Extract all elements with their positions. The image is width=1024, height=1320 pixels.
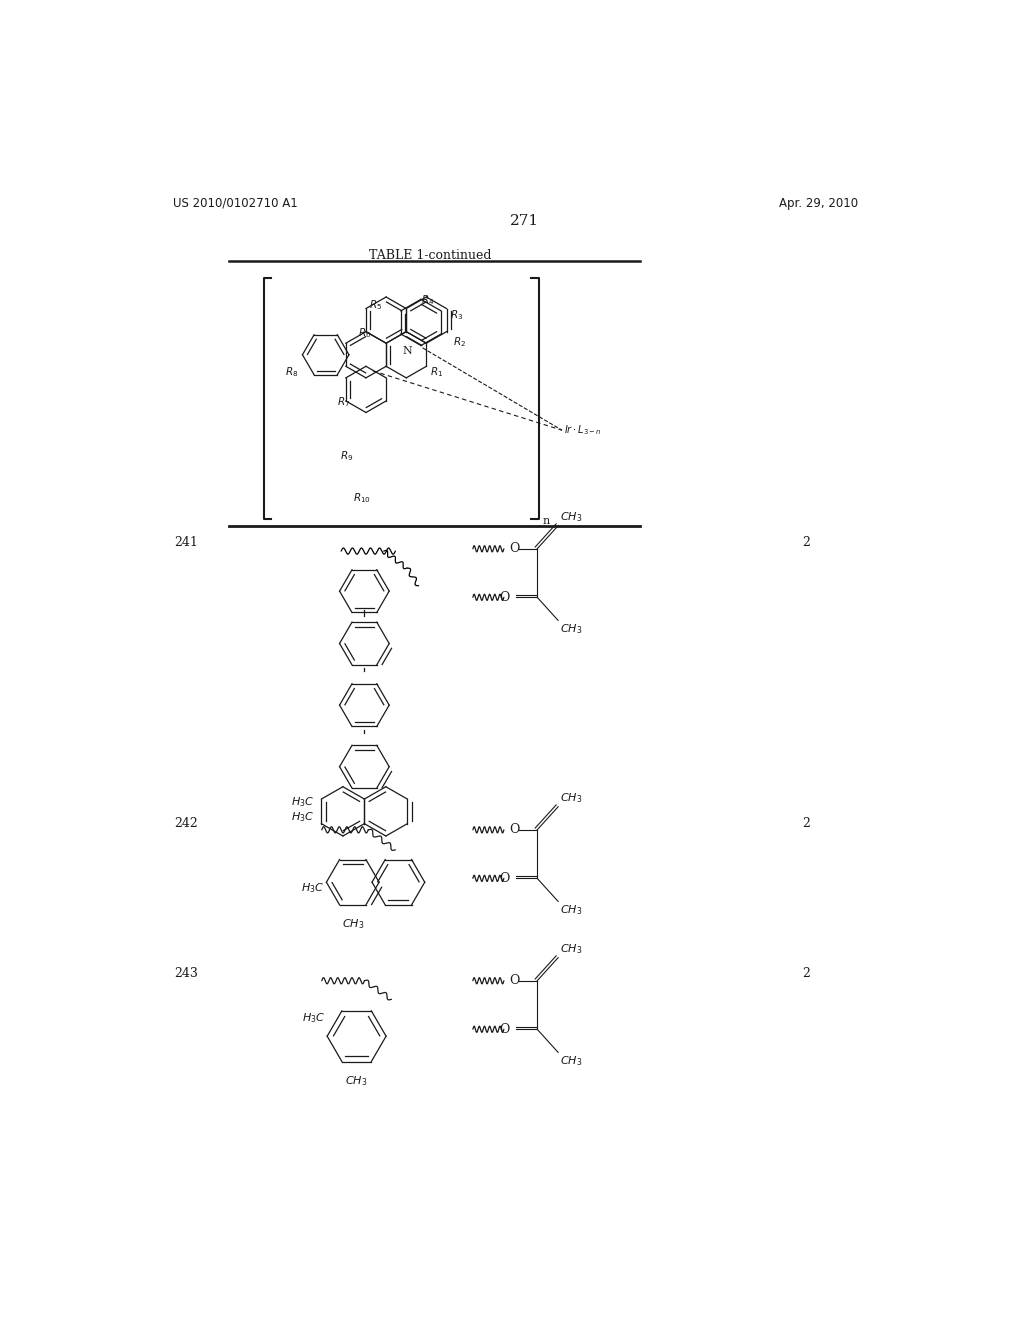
- Text: $R_5$: $R_5$: [369, 298, 382, 313]
- Text: O: O: [499, 591, 509, 603]
- Text: O: O: [509, 974, 519, 987]
- Text: O: O: [509, 543, 519, 556]
- Text: $R_9$: $R_9$: [340, 449, 353, 463]
- Text: $R_1$: $R_1$: [430, 364, 443, 379]
- Text: O: O: [499, 1023, 509, 1036]
- Text: $R_6$: $R_6$: [358, 326, 372, 341]
- Text: $H_3C$: $H_3C$: [291, 795, 314, 809]
- Text: $R_3$: $R_3$: [451, 309, 464, 322]
- Text: $R_7$: $R_7$: [337, 396, 350, 409]
- Text: $CH_3$: $CH_3$: [560, 942, 582, 956]
- Text: $Ir\cdot L_{3-n}$: $Ir\cdot L_{3-n}$: [564, 424, 602, 437]
- Text: n: n: [543, 516, 550, 527]
- Text: $H_3C$: $H_3C$: [301, 882, 325, 895]
- Text: $R_2$: $R_2$: [453, 335, 466, 350]
- Text: $R_{10}$: $R_{10}$: [353, 491, 371, 504]
- Text: $CH_3$: $CH_3$: [560, 622, 582, 636]
- Text: 243: 243: [174, 966, 199, 979]
- Text: $CH_3$: $CH_3$: [560, 903, 582, 917]
- Text: $CH_3$: $CH_3$: [560, 792, 582, 805]
- Text: 241: 241: [174, 536, 199, 549]
- Text: N: N: [402, 346, 413, 356]
- Text: TABLE 1-continued: TABLE 1-continued: [369, 249, 492, 263]
- Text: 271: 271: [510, 214, 540, 228]
- Text: O: O: [509, 824, 519, 837]
- Text: Apr. 29, 2010: Apr. 29, 2010: [779, 197, 858, 210]
- Text: $H_3C$: $H_3C$: [291, 810, 314, 825]
- Text: US 2010/0102710 A1: US 2010/0102710 A1: [173, 197, 298, 210]
- Text: $CH_3$: $CH_3$: [342, 917, 364, 932]
- Text: 2: 2: [802, 817, 810, 830]
- Text: $H_3C$: $H_3C$: [302, 1011, 326, 1024]
- Text: $CH_3$: $CH_3$: [345, 1074, 368, 1089]
- Text: 2: 2: [802, 536, 810, 549]
- Text: 242: 242: [174, 817, 199, 830]
- Text: $R_4$: $R_4$: [421, 293, 434, 308]
- Text: O: O: [499, 871, 509, 884]
- Text: $R_8$: $R_8$: [286, 366, 299, 379]
- Text: $CH_3$: $CH_3$: [560, 1053, 582, 1068]
- Text: $CH_3$: $CH_3$: [560, 511, 582, 524]
- Text: 2: 2: [802, 966, 810, 979]
